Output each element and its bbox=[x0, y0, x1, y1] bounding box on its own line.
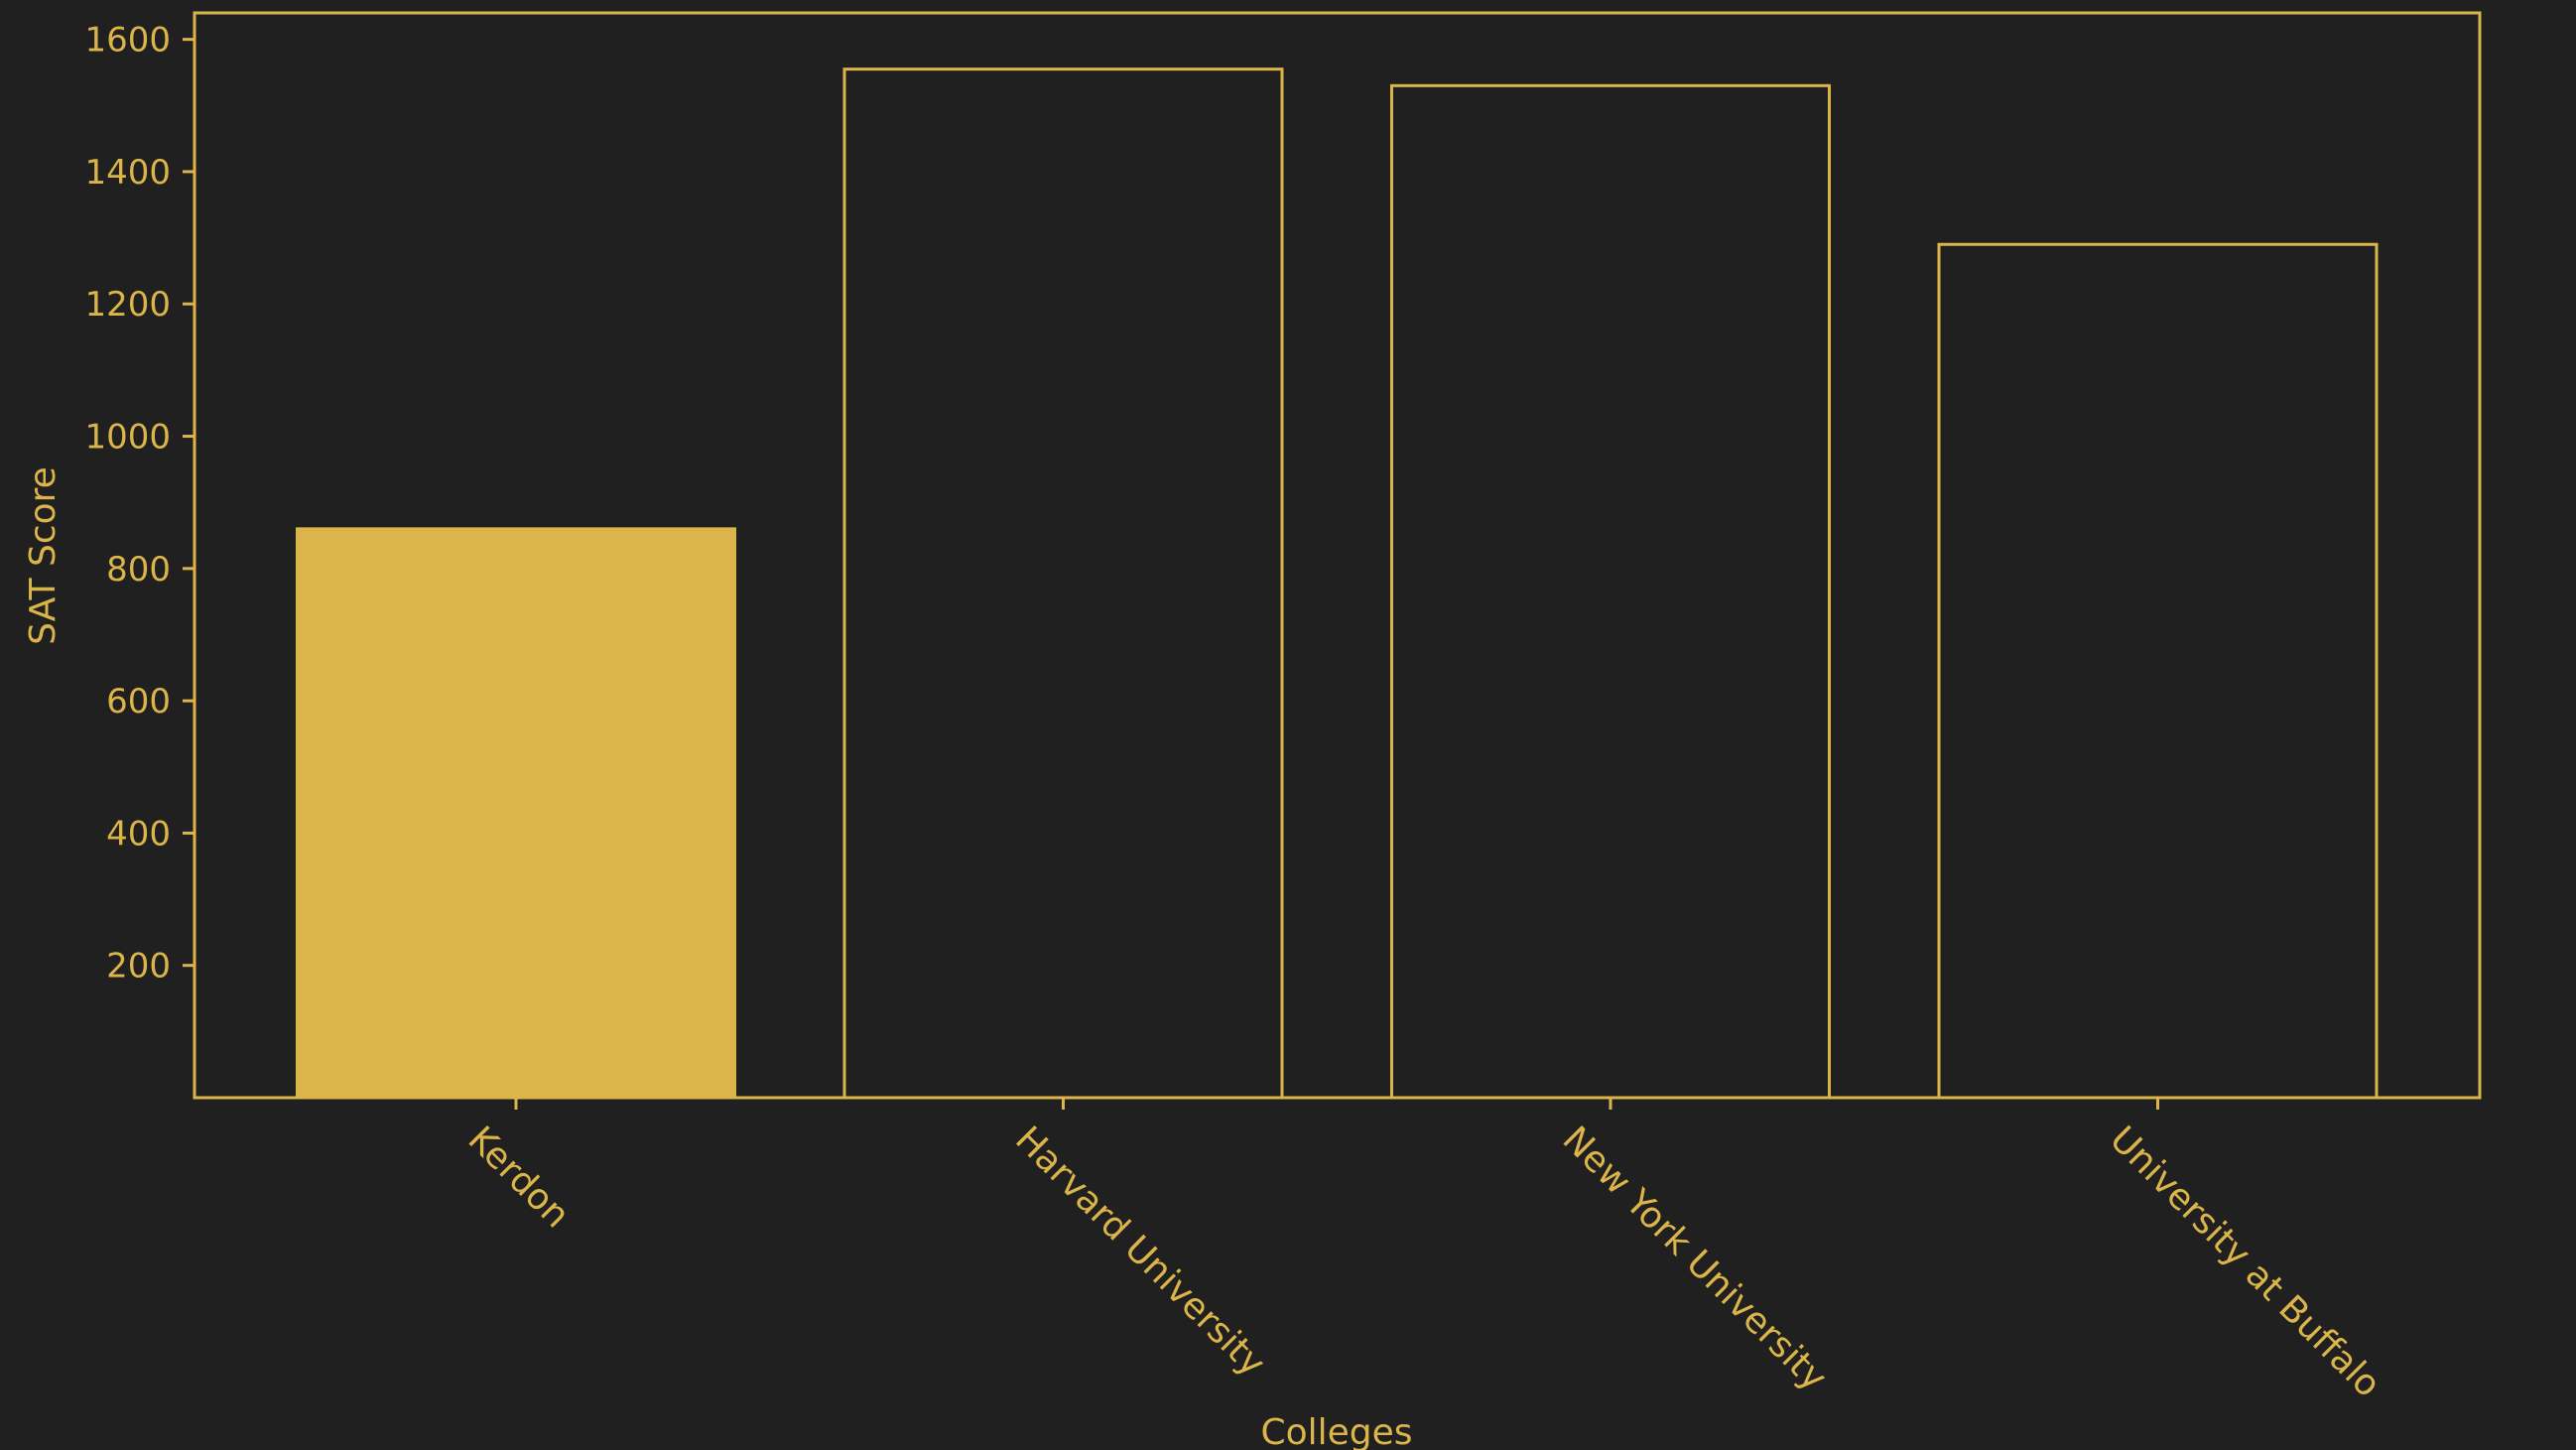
bar-kerdon bbox=[296, 527, 736, 1100]
y-tick-label: 600 bbox=[106, 682, 171, 722]
y-tick-label: 200 bbox=[106, 947, 171, 987]
y-tick-label: 800 bbox=[106, 550, 171, 590]
y-axis: 200 400 600 800 1000 1200 1400 1600 bbox=[84, 21, 194, 987]
x-axis-label: Colleges bbox=[1260, 1412, 1412, 1450]
y-axis-label: SAT Score bbox=[23, 466, 64, 645]
plot-frame bbox=[193, 11, 2482, 1100]
y-tick-label: 400 bbox=[106, 814, 171, 854]
y-tick-label: 1200 bbox=[84, 285, 171, 325]
y-tick-label: 1600 bbox=[84, 21, 171, 61]
y-tick-label: 1000 bbox=[84, 418, 171, 458]
y-tick-label: 1400 bbox=[84, 153, 171, 193]
